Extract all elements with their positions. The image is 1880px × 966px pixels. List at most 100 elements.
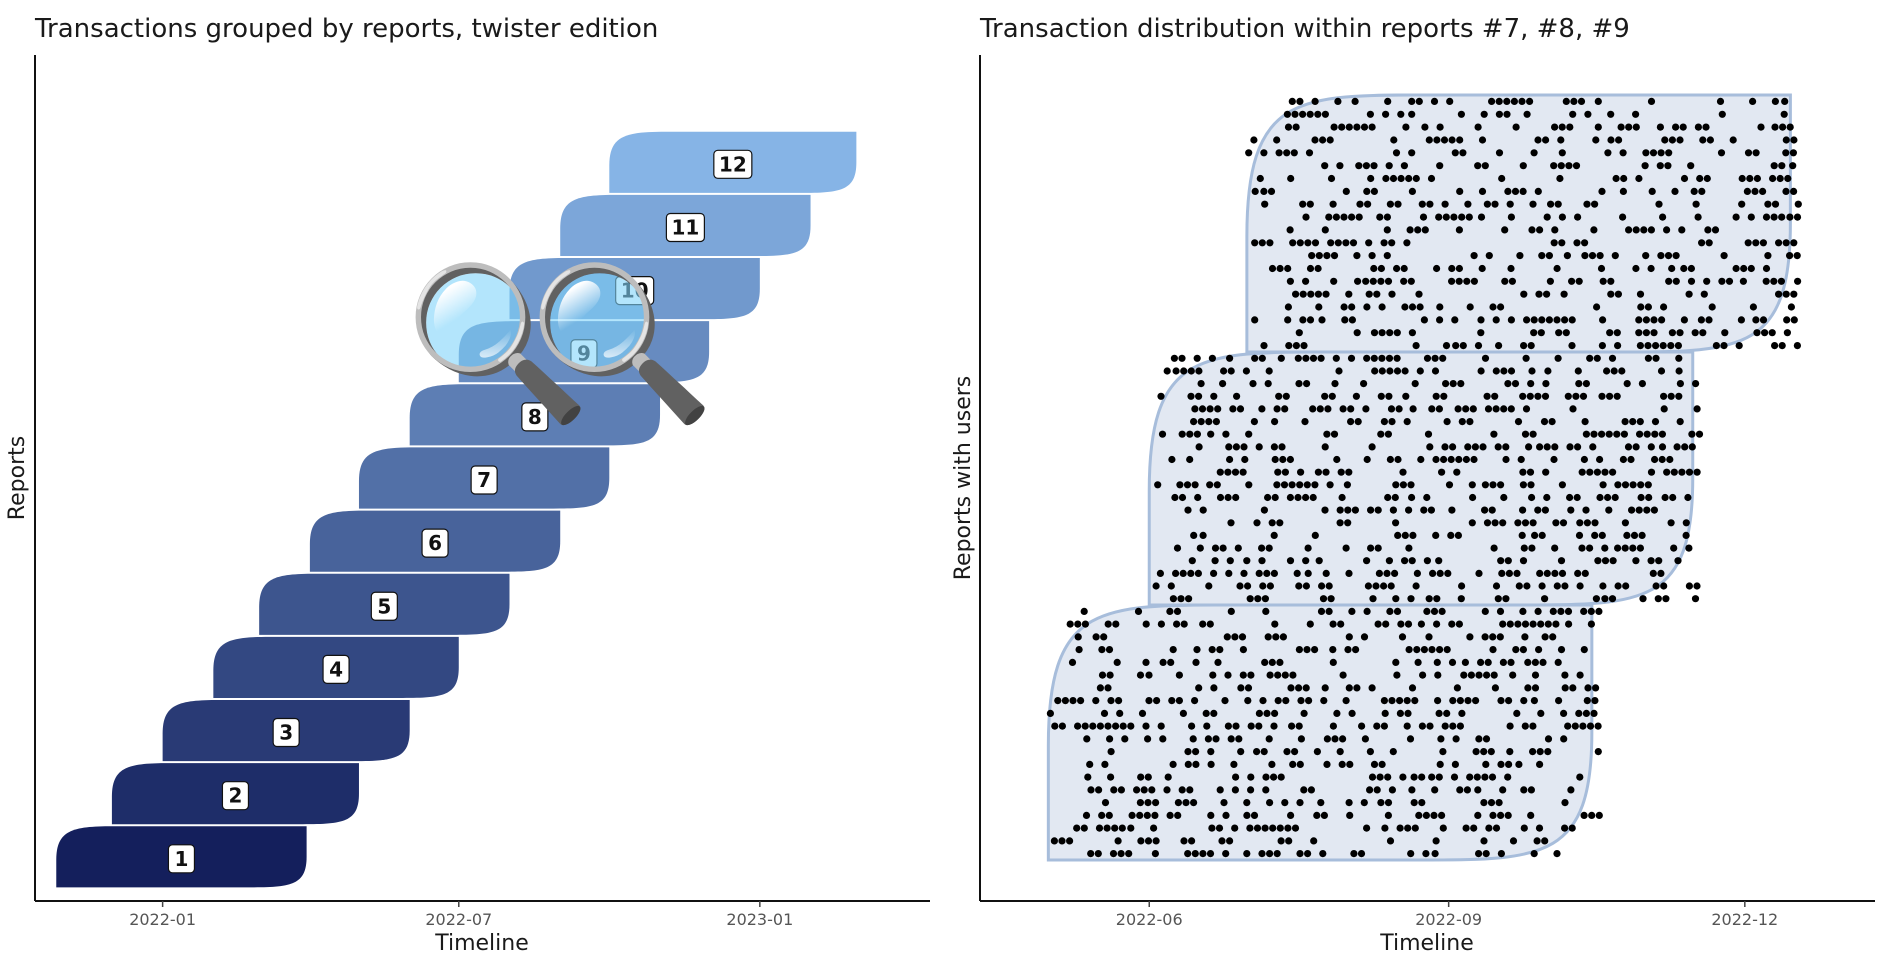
transaction-point (1524, 684, 1532, 692)
transaction-point (1567, 786, 1575, 794)
transaction-point (1406, 735, 1415, 743)
transaction-point (1152, 582, 1160, 590)
transaction-point (1340, 213, 1348, 221)
transaction-point (1557, 646, 1566, 654)
transaction-point (1704, 226, 1712, 234)
transaction-point (1614, 342, 1622, 350)
transaction-point (1644, 342, 1652, 350)
transaction-point (1311, 531, 1319, 540)
transaction-point (1782, 187, 1790, 195)
transaction-point (1584, 110, 1592, 118)
transaction-point (1528, 367, 1536, 375)
transaction-point (1687, 277, 1696, 285)
transaction-point (1345, 633, 1353, 641)
transaction-point (1435, 773, 1443, 781)
transaction-point (1534, 607, 1542, 616)
transaction-point (1411, 824, 1419, 832)
transaction-point (1592, 595, 1600, 603)
transaction-point (1408, 557, 1416, 565)
transaction-point (1447, 531, 1455, 540)
transaction-point (1413, 646, 1421, 654)
transaction-point (1365, 239, 1373, 247)
transaction-point (1431, 354, 1439, 362)
transaction-point (1118, 824, 1126, 832)
transaction-point (1455, 264, 1463, 273)
transaction-point (1258, 557, 1266, 565)
transaction-point (1577, 97, 1586, 105)
transaction-point (1380, 418, 1388, 426)
transaction-point (1491, 392, 1499, 400)
transaction-point (1434, 697, 1442, 705)
transaction-point (1500, 405, 1508, 413)
transaction-point (1790, 290, 1798, 298)
transaction-point (1326, 136, 1334, 144)
transaction-point (1211, 557, 1219, 565)
transaction-point (1705, 239, 1713, 247)
transaction-point (1212, 418, 1220, 426)
transaction-point (1378, 303, 1386, 311)
transaction-point (1693, 468, 1701, 476)
transaction-point (1373, 290, 1381, 298)
transaction-point (1609, 557, 1617, 565)
transaction-point (1449, 443, 1457, 451)
transaction-point (1783, 316, 1791, 324)
transaction-point (1558, 569, 1567, 578)
transaction-point (1199, 531, 1207, 540)
transaction-point (1205, 418, 1213, 426)
transaction-point (1266, 239, 1274, 247)
transaction-point (1418, 200, 1426, 208)
transaction-point (1454, 405, 1462, 413)
transaction-point (1368, 773, 1377, 781)
transaction-point (1548, 418, 1556, 426)
transaction-point (1321, 162, 1329, 170)
transaction-point (1528, 493, 1536, 502)
transaction-point (1329, 646, 1337, 654)
transaction-point (1388, 239, 1396, 247)
transaction-point (1128, 811, 1136, 820)
transaction-point (1289, 671, 1297, 679)
transaction-point (1321, 443, 1329, 451)
transaction-point (1450, 773, 1459, 781)
transaction-point (1718, 110, 1726, 118)
transaction-point (1779, 123, 1787, 131)
transaction-point (1136, 811, 1144, 820)
transaction-point (1290, 149, 1298, 157)
transaction-point (1555, 329, 1563, 337)
transaction-point (1611, 252, 1619, 260)
transaction-point (1498, 569, 1506, 578)
transaction-point (1526, 468, 1535, 476)
transaction-point (1565, 620, 1573, 628)
transaction-point (1705, 316, 1713, 324)
transaction-point (1790, 239, 1798, 247)
transaction-point (1311, 646, 1319, 654)
transaction-point (1081, 620, 1089, 628)
transaction-point (1407, 850, 1415, 858)
transaction-point (1456, 697, 1464, 705)
transaction-point (1668, 136, 1676, 144)
transaction-point (1329, 722, 1337, 730)
transaction-point (1279, 455, 1287, 464)
transaction-point (1112, 722, 1120, 730)
report-label-1: 1 (174, 847, 188, 871)
transaction-point (1269, 824, 1277, 832)
transaction-point (1144, 735, 1152, 743)
transaction-point (1542, 468, 1550, 476)
transaction-point (1265, 735, 1273, 743)
transaction-point (1270, 569, 1278, 578)
transaction-point (1098, 671, 1107, 679)
transaction-point (1253, 824, 1262, 832)
transaction-point (1771, 200, 1780, 208)
transaction-point (1655, 200, 1663, 208)
transaction-point (1369, 595, 1377, 603)
transaction-point (1455, 226, 1463, 234)
transaction-point (1264, 493, 1272, 502)
transaction-point (1752, 149, 1760, 157)
transaction-point (1517, 455, 1525, 464)
transaction-point (1778, 213, 1786, 221)
transaction-point (1345, 468, 1353, 476)
transaction-point (1227, 735, 1235, 743)
transaction-point (1664, 252, 1673, 260)
transaction-point (1782, 149, 1790, 157)
transaction-point (1448, 620, 1456, 628)
transaction-point (1652, 354, 1660, 362)
